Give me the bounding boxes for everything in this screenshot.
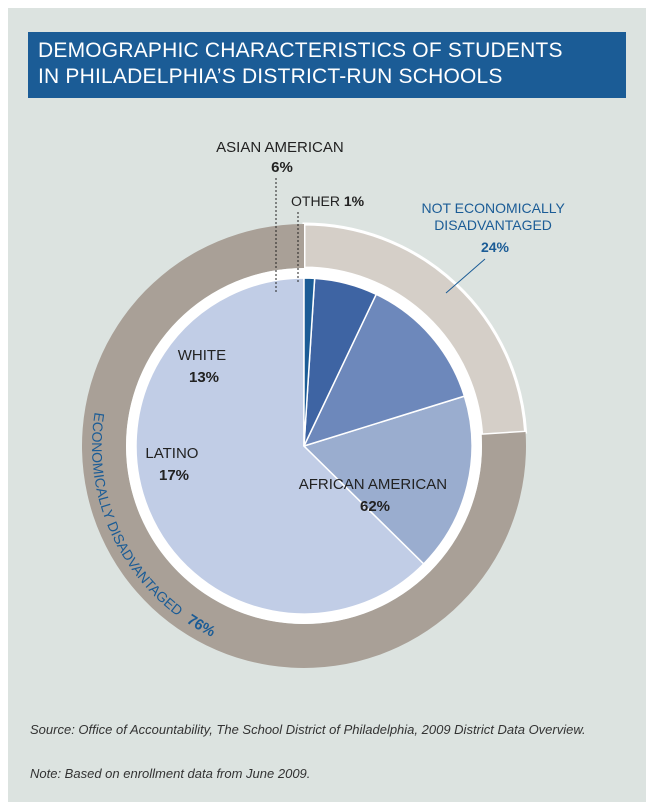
label-not-economically-disadvantaged: NOT ECONOMICALLY DISADVANTAGED 24%: [421, 200, 568, 255]
label-asian-american-name: ASIAN AMERICAN: [216, 139, 344, 156]
label-ned-value: 24%: [481, 239, 510, 255]
label-latino-name: LATINO: [145, 445, 198, 462]
label-ned-line-1: NOT ECONOMICALLY: [421, 200, 565, 216]
label-other-name: OTHER: [291, 193, 340, 209]
source-note: Source: Office of Accountability, The Sc…: [30, 720, 630, 739]
footnote: Note: Based on enrollment data from June…: [30, 764, 630, 783]
label-ned-line-2: DISADVANTAGED: [434, 217, 552, 233]
label-african-american-name: AFRICAN AMERICAN: [299, 476, 447, 493]
callout-not-economically-disadvantaged: [446, 259, 485, 293]
label-other-value: 1%: [344, 193, 365, 209]
label-white-name: WHITE: [178, 347, 226, 364]
label-asian-american: ASIAN AMERICAN 6%: [216, 139, 348, 176]
label-asian-american-value: 6%: [271, 159, 293, 176]
label-latino-value: 17%: [159, 467, 189, 484]
label-african-american-value: 62%: [360, 498, 390, 515]
label-other: OTHER 1%: [291, 193, 365, 209]
label-white-value: 13%: [189, 369, 219, 386]
